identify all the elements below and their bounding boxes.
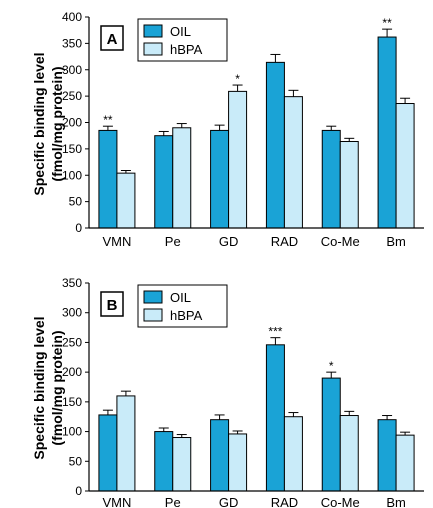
y-tick-label: 250 xyxy=(62,89,82,103)
bar xyxy=(228,90,248,229)
y-tick-label: 0 xyxy=(75,484,82,498)
y-tick-label: 350 xyxy=(62,276,82,290)
bar xyxy=(172,437,192,492)
x-tick-label: VMN xyxy=(102,495,131,508)
bar xyxy=(154,431,174,492)
y-tick-label: 200 xyxy=(62,116,82,130)
y-axis-unit-label: (fmol/mg protein) xyxy=(49,330,65,445)
bar xyxy=(321,129,341,229)
y-tick-label: 350 xyxy=(62,36,82,50)
bar xyxy=(98,129,118,229)
legend-entry: hBPA xyxy=(170,42,203,57)
x-tick-label: RAD xyxy=(271,495,298,508)
bar xyxy=(395,434,415,492)
panel-letter-box xyxy=(100,25,124,51)
y-axis-label: Specific binding level xyxy=(31,52,47,195)
bar xyxy=(210,129,230,229)
bar xyxy=(395,103,415,229)
y-tick-label: 150 xyxy=(62,142,82,156)
y-tick-label: 400 xyxy=(62,10,82,24)
x-tick-label: Co-Me xyxy=(321,495,360,508)
significance-marker: * xyxy=(329,359,334,373)
bar xyxy=(210,419,230,492)
bar xyxy=(377,419,397,492)
panel-letter: B xyxy=(107,297,118,314)
y-tick-label: 150 xyxy=(62,395,82,409)
y-tick-label: 250 xyxy=(62,335,82,349)
x-tick-label: GD xyxy=(219,234,239,249)
panel-b: Specific binding level (fmol/mg protein) V… xyxy=(31,276,424,508)
y-tick-label: 50 xyxy=(69,195,83,209)
y-tick-label: 50 xyxy=(69,454,83,468)
y-tick-label: 0 xyxy=(75,221,82,235)
bar xyxy=(116,172,136,229)
bar xyxy=(321,377,341,492)
significance-marker: ** xyxy=(382,16,392,30)
bar xyxy=(339,415,359,492)
legend-entry: hBPA xyxy=(170,308,203,323)
legend-swatch xyxy=(143,290,163,304)
legend-swatch xyxy=(143,308,163,322)
bar xyxy=(265,344,285,492)
y-tick-label: 100 xyxy=(62,425,82,439)
x-tick-label: Pe xyxy=(165,234,181,249)
legend-swatch xyxy=(143,24,163,38)
x-tick-label: RAD xyxy=(271,234,298,249)
y-tick-label: 100 xyxy=(62,168,82,182)
bar xyxy=(377,36,397,229)
significance-marker: * xyxy=(235,72,240,86)
y-tick-label: 300 xyxy=(62,63,82,77)
significance-marker: *** xyxy=(268,325,282,339)
x-tick-label: GD xyxy=(219,495,239,508)
legend-entry: OIL xyxy=(170,24,191,39)
bar xyxy=(116,395,136,492)
bar xyxy=(172,127,192,229)
significance-marker: ** xyxy=(103,113,113,127)
y-tick-label: 300 xyxy=(62,306,82,320)
x-tick-label: Pe xyxy=(165,495,181,508)
y-axis-unit-label: (fmol/mg protein) xyxy=(49,66,65,181)
bar xyxy=(228,433,248,492)
bar xyxy=(339,140,359,229)
bar xyxy=(98,414,118,492)
panel-letter-box xyxy=(100,291,124,317)
x-tick-label: VMN xyxy=(102,234,131,249)
legend-swatch xyxy=(143,42,163,56)
bar xyxy=(154,135,174,229)
legend-entry: OIL xyxy=(170,290,191,305)
x-tick-label: Bm xyxy=(386,234,406,249)
x-tick-label: Bm xyxy=(386,495,406,508)
y-tick-label: 200 xyxy=(62,365,82,379)
y-axis-label: Specific binding level xyxy=(31,316,47,459)
bar xyxy=(283,416,303,492)
x-tick-label: Co-Me xyxy=(321,234,360,249)
panel-letter: A xyxy=(107,31,118,48)
panel-a: Specific binding level (fmol/mg protein) V… xyxy=(31,10,424,249)
bar xyxy=(265,61,285,229)
bar xyxy=(283,96,303,229)
